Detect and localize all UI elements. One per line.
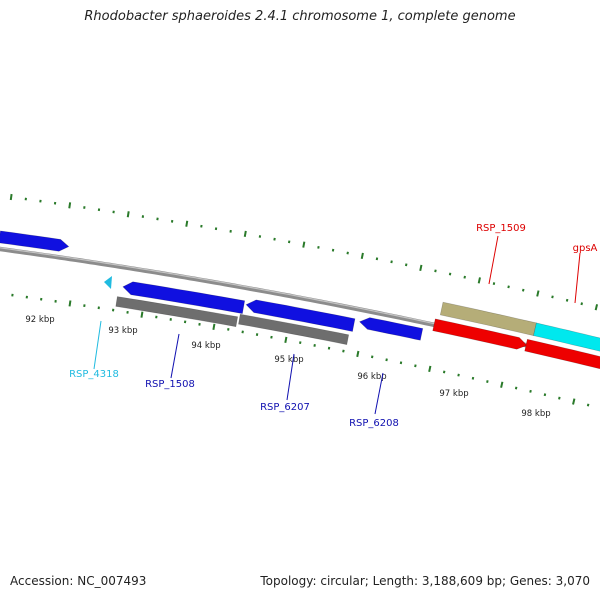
- gene-feature-rsp-6208[interactable]: [359, 317, 424, 341]
- outer-scale-tick: [477, 277, 481, 284]
- outer-scale-tick: [594, 304, 599, 311]
- outer-scale-tick: [126, 211, 130, 218]
- scale-label: 98 kbp: [521, 409, 550, 419]
- outer-scale-tick: [492, 282, 496, 286]
- scale-label: 92 kbp: [25, 315, 54, 325]
- scale-label: 96 kbp: [357, 372, 386, 382]
- outer-scale-tick: [243, 230, 247, 238]
- inner-scale-tick: [414, 364, 417, 368]
- outer-scale-tick: [463, 275, 466, 279]
- outer-scale-tick: [565, 298, 569, 302]
- inner-scale-tick: [558, 396, 561, 400]
- outer-scale-tick: [521, 288, 525, 292]
- inner-scale-tick: [442, 370, 446, 374]
- gene-label-leader: [374, 372, 384, 415]
- outer-scale-tick: [68, 202, 72, 209]
- gene-feature-rsp-1508[interactable]: [122, 281, 246, 314]
- outer-scale-tick: [448, 272, 452, 276]
- gene-feature-gpsa[interactable]: [533, 322, 600, 355]
- inner-scale-tick: [514, 386, 518, 390]
- gene-feature-rsp-4318[interactable]: [104, 276, 112, 289]
- gene-feature-gray-1[interactable]: [115, 296, 239, 328]
- gene-label-leader: [170, 333, 180, 379]
- gene-label[interactable]: RSP_1509: [476, 223, 526, 234]
- outer-scale-tick: [9, 193, 13, 201]
- inner-scale-tick: [68, 300, 72, 307]
- gene-label[interactable]: RSP_6208: [349, 418, 399, 429]
- map-title: Rhodobacter sphaeroides 2.4.1 chromosome…: [84, 9, 516, 24]
- outer-scale-tick: [419, 264, 423, 271]
- scale-label: 95 kbp: [274, 355, 303, 365]
- gene-feature-rsp-6207[interactable]: [245, 299, 356, 332]
- outer-scale-tick: [536, 290, 540, 297]
- inner-scale-tick: [457, 373, 460, 377]
- gene-label-leader: [286, 353, 295, 401]
- scale-label: 97 kbp: [439, 389, 468, 399]
- gene-feature-left-blue[interactable]: [0, 230, 70, 252]
- inner-scale-tick: [428, 365, 432, 373]
- inner-scale-tick: [284, 336, 288, 344]
- gene-feature-red-2[interactable]: [524, 338, 600, 370]
- outer-scale-tick: [551, 295, 554, 299]
- inner-scale-tick: [529, 389, 532, 393]
- inner-scale-tick: [586, 403, 590, 407]
- outer-scale-tick: [185, 220, 189, 227]
- outer-scale-tick: [507, 285, 510, 289]
- inner-scale-tick: [572, 398, 576, 405]
- gene-label-leader: [488, 235, 499, 285]
- inner-scale-tick: [356, 350, 360, 358]
- inner-scale-tick: [486, 380, 489, 383]
- inner-scale-tick: [543, 393, 547, 397]
- scale-label: 93 kbp: [108, 326, 137, 336]
- gene-label[interactable]: gpsA: [573, 243, 598, 254]
- inner-scale-tick: [212, 323, 216, 330]
- inner-scale-tick: [399, 361, 403, 365]
- accession-label: Accession: NC_007493: [10, 574, 147, 588]
- inner-scale-tick: [500, 381, 504, 388]
- outer-scale-tick: [302, 241, 306, 248]
- gene-label-leader: [93, 320, 102, 370]
- outer-scale-tick: [580, 302, 584, 306]
- inner-scale-tick: [140, 311, 144, 318]
- gene-feature-red-1[interactable]: [432, 318, 528, 350]
- outer-scale-tick: [434, 269, 437, 273]
- gene-feature-gray-2[interactable]: [238, 313, 350, 345]
- outer-scale-tick: [360, 252, 364, 260]
- scale-label: 94 kbp: [191, 341, 220, 351]
- inner-scale-tick: [385, 358, 388, 362]
- gene-label[interactable]: RSP_4318: [69, 369, 119, 380]
- gene-label[interactable]: RSP_6207: [260, 402, 310, 413]
- topology-label: Topology: circular; Length: 3,188,609 bp…: [260, 574, 590, 588]
- inner-scale-tick: [471, 376, 475, 380]
- gene-label[interactable]: RSP_1508: [145, 379, 195, 390]
- gene-label-leader: [574, 252, 581, 304]
- outer-scale-tick: [404, 263, 408, 267]
